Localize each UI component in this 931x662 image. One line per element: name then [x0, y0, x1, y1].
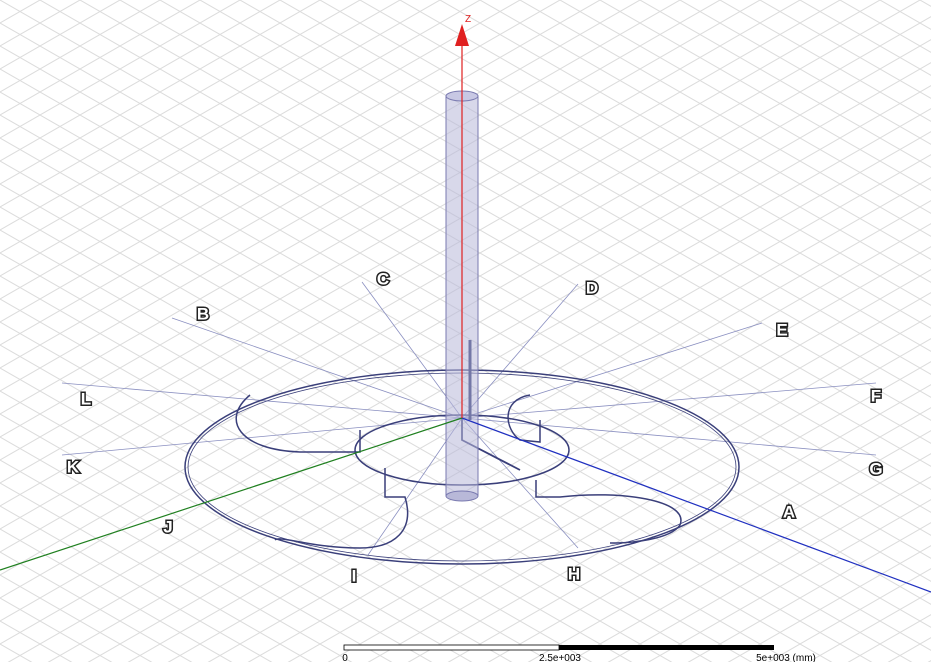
marker-label: K — [67, 457, 80, 476]
z-arrow — [455, 24, 469, 46]
marker-label: C — [377, 269, 389, 288]
x-axis — [461, 417, 931, 593]
marker-label: D — [586, 278, 598, 297]
scale-bar: 0 2.5e+003 5e+003 (mm) — [342, 644, 816, 662]
marker-label: F — [871, 386, 881, 405]
ray — [61, 417, 463, 456]
scale-label: 0 — [342, 653, 348, 662]
marker-label: I — [352, 566, 357, 585]
ray — [461, 417, 579, 549]
y-axis — [0, 417, 463, 571]
scale-label: 5e+003 (mm) — [756, 653, 816, 662]
markers: A B C D E F G H I J K L — [65, 268, 884, 587]
scale-label: 2.5e+003 — [539, 653, 581, 662]
ray — [461, 382, 877, 419]
marker-label: G — [869, 459, 882, 478]
ray — [461, 417, 877, 456]
marker-label: B — [197, 304, 209, 323]
ray — [461, 322, 763, 419]
marker-label: L — [81, 389, 91, 408]
marker-label: E — [776, 320, 787, 339]
ray — [361, 281, 463, 419]
marker-label: A — [783, 502, 795, 521]
marker-label: J — [163, 517, 172, 536]
ray — [461, 283, 579, 419]
axis-label: Z — [465, 14, 471, 25]
marker-label: H — [568, 564, 580, 583]
ray — [171, 317, 463, 419]
